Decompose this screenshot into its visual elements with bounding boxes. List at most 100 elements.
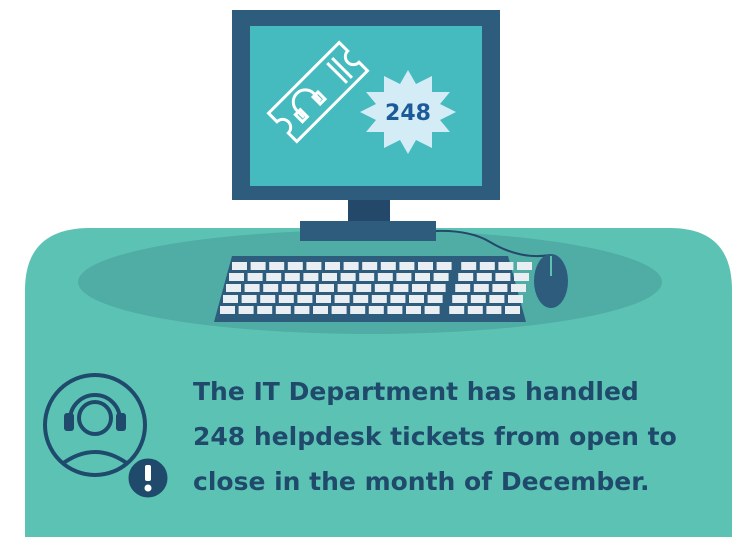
key	[430, 284, 446, 292]
key	[278, 295, 294, 303]
ticket-icon	[266, 40, 370, 144]
monitor-base	[300, 221, 436, 241]
key	[220, 306, 235, 314]
key	[505, 306, 520, 314]
key	[508, 295, 523, 303]
monitor-screen	[250, 26, 482, 186]
key	[374, 284, 390, 292]
key	[359, 273, 375, 281]
key	[412, 284, 427, 292]
key	[287, 262, 303, 270]
mouse	[534, 254, 568, 308]
key	[319, 284, 334, 292]
key	[424, 306, 440, 314]
key	[368, 306, 384, 314]
alert-bar	[145, 465, 151, 481]
key	[458, 273, 474, 281]
badge-label: 248	[385, 101, 431, 126]
key	[350, 306, 366, 314]
key	[300, 284, 316, 292]
keys	[220, 262, 532, 314]
key	[511, 284, 526, 292]
key	[495, 273, 511, 281]
key	[260, 295, 276, 303]
key	[303, 273, 319, 281]
key	[436, 262, 452, 270]
ear-left	[64, 413, 74, 431]
key	[275, 306, 291, 314]
shoulders	[60, 450, 130, 466]
key	[316, 295, 331, 303]
key	[427, 295, 443, 303]
key	[297, 295, 313, 303]
key	[223, 295, 238, 303]
message-line: The IT Department has handled	[193, 377, 639, 406]
key	[241, 295, 257, 303]
key	[452, 295, 468, 303]
key	[467, 306, 483, 314]
badge-burst	[360, 70, 456, 154]
key	[356, 284, 372, 292]
key	[415, 273, 430, 281]
key	[418, 262, 433, 270]
key	[433, 273, 449, 281]
alert-dot	[144, 484, 152, 492]
message-line: close in the month of December.	[193, 467, 649, 496]
key	[409, 295, 424, 303]
key	[476, 273, 492, 281]
key	[244, 284, 260, 292]
key	[455, 284, 471, 292]
key	[334, 295, 350, 303]
ear-right	[116, 413, 126, 431]
cable	[435, 229, 551, 258]
key	[284, 273, 300, 281]
key	[247, 273, 263, 281]
key	[377, 273, 393, 281]
key	[473, 284, 489, 292]
key	[238, 306, 254, 314]
key	[281, 284, 297, 292]
key	[449, 306, 465, 314]
key	[343, 262, 359, 270]
key	[461, 262, 477, 270]
key	[486, 306, 502, 314]
key	[396, 273, 412, 281]
key	[266, 273, 282, 281]
key	[371, 295, 387, 303]
key	[517, 262, 532, 270]
key	[229, 273, 244, 281]
key	[325, 262, 340, 270]
key	[479, 262, 495, 270]
key	[406, 306, 421, 314]
key	[470, 295, 486, 303]
key	[489, 295, 505, 303]
support-icon	[43, 373, 147, 477]
key	[390, 295, 406, 303]
message-line: 248 helpdesk tickets from open to	[193, 422, 677, 451]
support-head	[77, 400, 113, 436]
key	[313, 306, 328, 314]
key	[514, 273, 529, 281]
key	[393, 284, 409, 292]
key	[263, 284, 279, 292]
key	[257, 306, 273, 314]
key	[498, 262, 514, 270]
key	[387, 306, 403, 314]
key	[306, 262, 322, 270]
key	[331, 306, 347, 314]
key	[294, 306, 310, 314]
key	[340, 273, 356, 281]
key	[337, 284, 353, 292]
key	[362, 262, 378, 270]
key	[492, 284, 508, 292]
key	[399, 262, 415, 270]
key	[269, 262, 285, 270]
key	[226, 284, 241, 292]
key	[232, 262, 247, 270]
key	[380, 262, 396, 270]
key	[250, 262, 266, 270]
key	[322, 273, 337, 281]
monitor-neck	[348, 200, 390, 222]
key	[353, 295, 369, 303]
